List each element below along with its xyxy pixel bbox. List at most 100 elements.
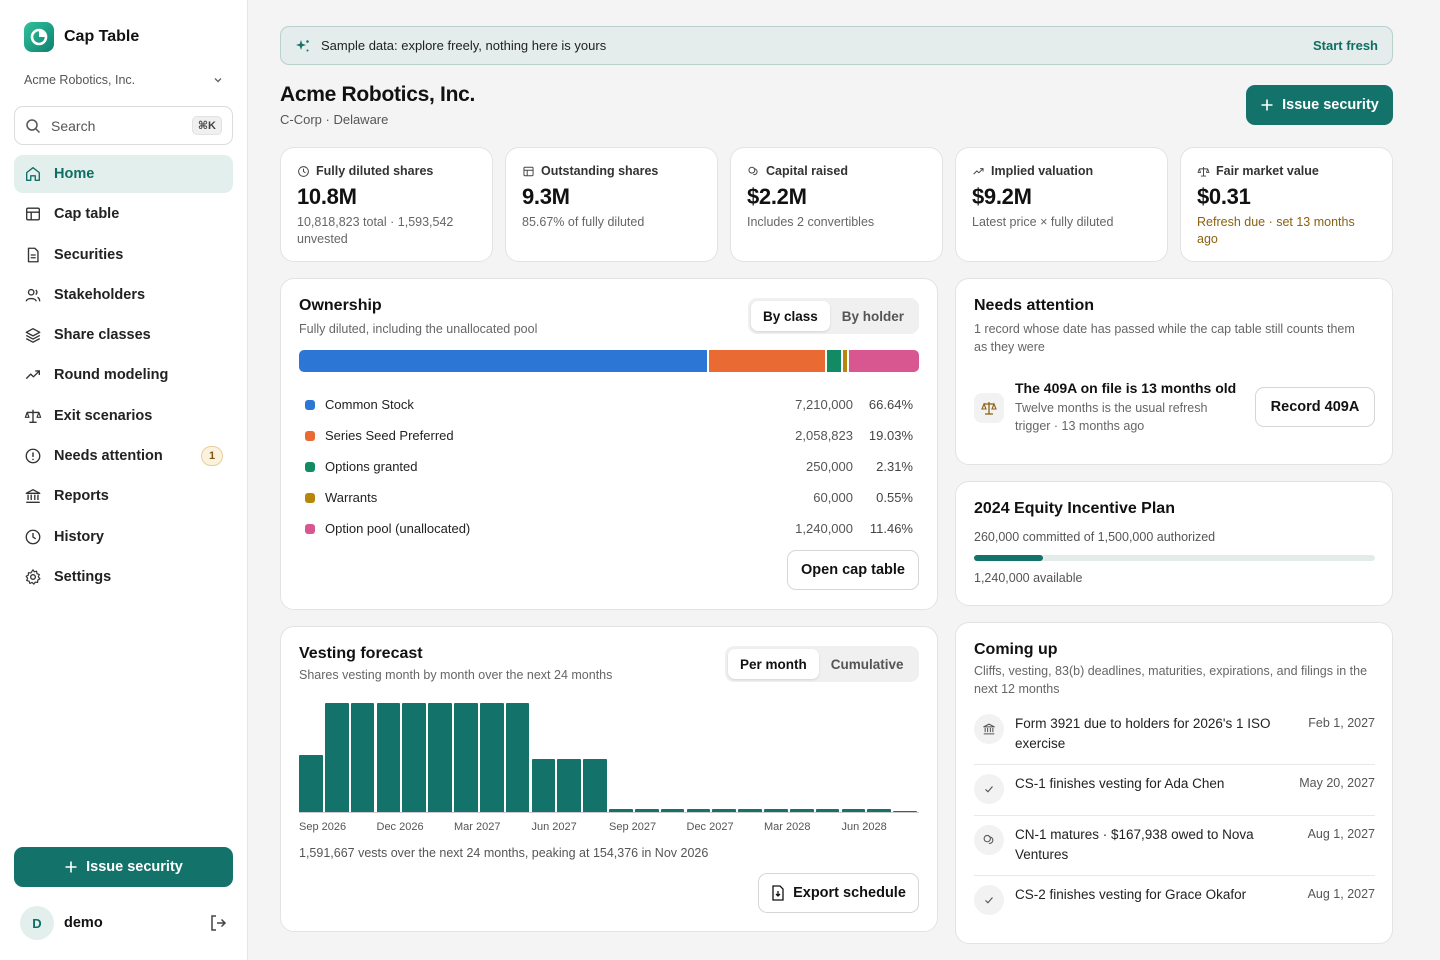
attention-item-sub: Twelve months is the usual refresh trigg… [1015, 401, 1208, 433]
issue-security-button[interactable]: Issue security [1246, 85, 1393, 125]
sidebar-item-history[interactable]: History [14, 518, 233, 556]
start-fresh-link[interactable]: Start fresh [1312, 38, 1378, 53]
vesting-bar-sep-2026[interactable] [299, 755, 323, 813]
export-schedule-button[interactable]: Export schedule [758, 873, 919, 913]
vesting-bar-feb-2027[interactable] [428, 703, 452, 813]
search-input[interactable]: Search ⌘K [14, 106, 233, 145]
sidebar-issue-label: Issue security [86, 859, 183, 875]
layers-icon [25, 328, 41, 344]
sidebar-nav: Home Cap table Securities Stakeholders Share… [14, 155, 233, 598]
org-switcher[interactable]: Acme Robotics, Inc. [24, 73, 224, 87]
ownership-segment-warrants[interactable] [843, 350, 847, 372]
vesting-bar-mar-2027[interactable] [454, 703, 478, 813]
search-placeholder: Search [51, 117, 96, 134]
avatar[interactable]: D [20, 906, 54, 940]
vesting-bar-sep-2027[interactable] [609, 809, 633, 813]
event-row[interactable]: CN-1 matures · $167,938 owed to Nova Ven… [974, 825, 1375, 869]
event-date: May 20, 2027 [1299, 776, 1375, 790]
vesting-bar-apr-2028[interactable] [789, 809, 814, 813]
legend-shares: 250,000 [806, 459, 853, 474]
sidebar-item-cap-table[interactable]: Cap table [14, 195, 233, 233]
brand[interactable]: Cap Table [24, 22, 139, 52]
vesting-bar-jul-2028[interactable] [867, 809, 892, 813]
sidebar-item-reports[interactable]: Reports [14, 477, 233, 515]
legend-shares: 2,058,823 [795, 428, 853, 443]
ownership-segment-option-pool-unallocated-[interactable] [848, 350, 919, 372]
gear-icon [25, 569, 41, 585]
logout-icon[interactable] [208, 913, 228, 933]
toggle-by-class[interactable]: By class [751, 301, 830, 331]
vesting-bar-oct-2026[interactable] [324, 703, 349, 813]
attention-title: Needs attention [974, 297, 1095, 314]
vesting-bar-jun-2027[interactable] [531, 758, 556, 813]
vesting-bar-aug-2027[interactable] [583, 758, 607, 813]
legend-swatch [305, 492, 315, 503]
ownership-legend: Common Stock 7,210,000 66.64% Series Seed P… [299, 389, 919, 544]
legend-class-name: Options granted [325, 459, 418, 474]
vesting-bar-dec-2026[interactable] [376, 703, 401, 813]
legend-row: Option pool (unallocated) 1,240,000 11.46% [299, 513, 919, 544]
vesting-bar-feb-2028[interactable] [738, 809, 762, 813]
ownership-segment-series-seed-preferred[interactable] [708, 350, 826, 372]
table-icon [523, 166, 534, 176]
vesting-bar-oct-2027[interactable] [634, 809, 659, 813]
event-text: CS-1 finishes vesting for Ada Chen [1015, 776, 1225, 791]
stat-value: $9.2M [972, 184, 1032, 209]
ownership-segment-options-granted[interactable] [827, 350, 842, 372]
search-shortcut: ⌘K [191, 116, 222, 135]
vesting-toggle: Per month Cumulative [725, 646, 919, 682]
sparkle-icon [296, 39, 309, 51]
sidebar-item-round-modeling[interactable]: Round modeling [14, 356, 233, 394]
event-divider [974, 875, 1375, 876]
toggle-cumulative[interactable]: Cumulative [830, 656, 904, 672]
vesting-bar-apr-2027[interactable] [479, 703, 504, 813]
legend-percent: 2.31% [876, 459, 913, 474]
coming-up-title: Coming up [974, 641, 1058, 658]
stat-value: $0.31 [1197, 184, 1251, 209]
vesting-bar-jan-2027[interactable] [402, 703, 427, 813]
sidebar-item-home[interactable]: Home [14, 155, 233, 193]
app-logo-icon [24, 22, 54, 52]
stat-label: Fully diluted shares [297, 164, 433, 178]
vesting-bar-may-2027[interactable] [505, 703, 530, 813]
open-cap-table-button[interactable]: Open cap table [787, 550, 919, 590]
vesting-bar-nov-2026[interactable] [350, 703, 375, 813]
vesting-bar-jul-2027[interactable] [557, 758, 582, 813]
vesting-bar-jun-2028[interactable] [841, 809, 866, 813]
vesting-title: Vesting forecast [299, 645, 423, 662]
sidebar-item-settings[interactable]: Settings [14, 558, 233, 596]
vesting-bar-dec-2027[interactable] [686, 809, 711, 813]
stat-card-fair-market-value: Fair market value $0.31 Refresh due · set … [1180, 147, 1393, 262]
event-row[interactable]: Form 3921 due to holders for 2026's 1 IS… [974, 714, 1375, 758]
check-icon [985, 786, 993, 793]
sidebar: Cap Table Acme Robotics, Inc. Search ⌘K … [0, 0, 248, 960]
sample-data-banner: Sample data: explore freely, nothing her… [280, 26, 1393, 65]
sidebar-item-exit-scenarios[interactable]: Exit scenarios [14, 397, 233, 435]
sidebar-issue-security-button[interactable]: Issue security [14, 847, 233, 887]
record-409a-button[interactable]: Record 409A [1255, 387, 1375, 427]
user-menu: D demo [20, 906, 228, 940]
toggle-per-month[interactable]: Per month [728, 649, 819, 679]
sidebar-item-label: Share classes [54, 327, 151, 344]
sidebar-item-label: Stakeholders [54, 286, 146, 303]
event-icon-wrap [974, 825, 1004, 855]
event-row[interactable]: CS-2 finishes vesting for Grace Okafor Au… [974, 885, 1375, 929]
vesting-bar-nov-2027[interactable] [660, 809, 685, 813]
sidebar-item-stakeholders[interactable]: Stakeholders [14, 276, 233, 314]
toggle-by-holder[interactable]: By holder [841, 308, 905, 324]
vesting-bar-chart [299, 695, 919, 813]
sidebar-item-needs-attention[interactable]: Needs attention 1 [14, 437, 233, 475]
sidebar-item-share-classes[interactable]: Share classes [14, 316, 233, 354]
equity-plan-card: 2024 Equity Incentive Plan 260,000 commi… [955, 481, 1393, 606]
vesting-bar-jan-2028[interactable] [712, 809, 737, 813]
sidebar-item-securities[interactable]: Securities [14, 236, 233, 274]
plan-progress-fill [974, 555, 1044, 561]
user-name: demo [64, 915, 103, 931]
search-icon [26, 118, 41, 133]
event-icon-wrap [974, 774, 1004, 804]
ownership-segment-common-stock[interactable] [299, 350, 707, 372]
event-row[interactable]: CS-1 finishes vesting for Ada Chen May 20… [974, 774, 1375, 818]
vesting-bar-mar-2028[interactable] [764, 809, 788, 813]
vesting-bar-may-2028[interactable] [815, 809, 840, 813]
event-divider [974, 764, 1375, 765]
